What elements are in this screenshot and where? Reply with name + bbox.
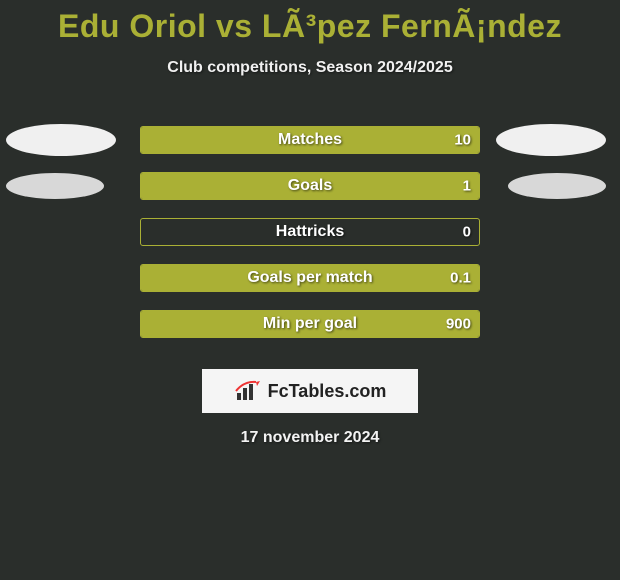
stat-bar-track: Min per goal 900 [140,310,480,338]
stat-row: Goals 1 [0,163,620,209]
player-left-marker [6,173,104,199]
stat-value-right: 1 [463,178,471,195]
stat-row: Hattricks 0 [0,209,620,255]
stat-label: Min per goal [263,315,357,333]
stat-value-right: 0 [463,224,471,241]
player-right-marker [508,173,606,199]
stat-label: Matches [278,131,342,149]
stat-bar-track: Goals 1 [140,172,480,200]
stat-row: Matches 10 [0,117,620,163]
stat-bar-track: Hattricks 0 [140,218,480,246]
date-label: 17 november 2024 [0,429,620,447]
stat-value-right: 900 [446,316,471,333]
stat-rows: Matches 10 Goals 1 Hattricks 0 Goals per match… [0,117,620,347]
page-title: Edu Oriol vs LÃ³pez FernÃ¡ndez [0,0,620,45]
stat-label: Hattricks [276,223,344,241]
logo-text: FcTables.com [268,381,387,402]
stat-label: Goals per match [247,269,372,287]
page-subtitle: Club competitions, Season 2024/2025 [0,59,620,77]
player-left-marker [6,124,116,156]
stat-value-right: 0.1 [450,270,471,287]
stat-bar-track: Goals per match 0.1 [140,264,480,292]
comparison-infographic: Edu Oriol vs LÃ³pez FernÃ¡ndez Club comp… [0,0,620,580]
bar-chart-icon [234,379,262,403]
stat-row: Min per goal 900 [0,301,620,347]
player-right-marker [496,124,606,156]
stat-bar-track: Matches 10 [140,126,480,154]
stat-label: Goals [288,177,332,195]
stat-row: Goals per match 0.1 [0,255,620,301]
logo-box[interactable]: FcTables.com [202,369,418,413]
stat-value-right: 10 [454,132,471,149]
